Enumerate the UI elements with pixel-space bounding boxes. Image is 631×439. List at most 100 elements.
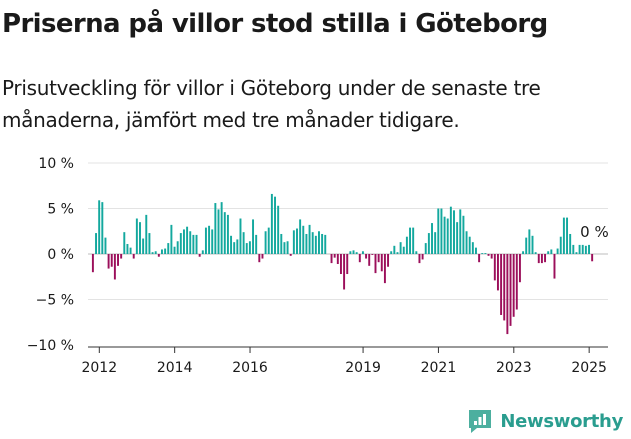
- bar: [170, 224, 173, 254]
- bar: [321, 233, 324, 254]
- bar: [164, 248, 167, 254]
- bar: [318, 231, 320, 254]
- bar: [358, 254, 361, 263]
- x-tick-label: 2025: [571, 360, 607, 376]
- bar: [308, 224, 311, 254]
- bar: [208, 225, 211, 254]
- bar: [252, 219, 255, 254]
- bar: [522, 251, 525, 254]
- bar: [277, 205, 280, 254]
- bar: [217, 209, 220, 254]
- bar: [380, 254, 383, 272]
- x-tick-label: 2016: [232, 360, 268, 376]
- bar: [368, 254, 371, 266]
- bar: [547, 251, 550, 254]
- bar: [173, 246, 176, 254]
- bar: [104, 237, 107, 254]
- bar: [157, 254, 160, 257]
- bar: [449, 206, 452, 254]
- bar: [182, 229, 185, 254]
- bar: [274, 196, 276, 254]
- bar: [509, 254, 512, 326]
- page-title: Priserna på villor stod stilla i Götebor…: [2, 9, 548, 39]
- bar: [305, 233, 308, 254]
- bar: [569, 233, 572, 254]
- bar: [503, 254, 506, 321]
- bar: [239, 218, 242, 254]
- bar: [490, 254, 493, 259]
- bar: [186, 226, 189, 254]
- bar: [500, 254, 503, 315]
- bar: [91, 254, 94, 273]
- bar: [418, 254, 421, 264]
- bar: [311, 232, 314, 254]
- bar: [540, 254, 543, 264]
- bar: [204, 227, 207, 254]
- bar: [151, 252, 154, 254]
- bar: [412, 227, 415, 254]
- bar: [223, 212, 226, 254]
- bar-series: [91, 193, 594, 335]
- bar: [390, 251, 393, 254]
- bar: [431, 223, 433, 254]
- bar: [550, 249, 553, 254]
- bar: [399, 242, 402, 254]
- bar: [377, 254, 380, 263]
- bar: [120, 254, 123, 259]
- y-tick-label: 5 %: [47, 202, 74, 218]
- bar: [409, 227, 412, 254]
- bar: [383, 254, 386, 284]
- bar: [387, 254, 390, 267]
- bar: [280, 233, 283, 254]
- bar: [581, 244, 584, 254]
- bar: [161, 249, 163, 254]
- bar: [537, 254, 540, 264]
- bar: [478, 254, 481, 263]
- bar: [139, 222, 141, 254]
- bar: [588, 244, 590, 254]
- bar: [484, 253, 487, 254]
- bar: [446, 218, 449, 254]
- bar: [110, 254, 113, 267]
- bar: [355, 252, 358, 254]
- bar: [189, 231, 192, 254]
- bar: [544, 254, 547, 263]
- bar: [283, 242, 286, 254]
- bar: [132, 254, 135, 259]
- bar: [506, 254, 509, 335]
- bar: [421, 254, 424, 260]
- bar: [427, 233, 430, 254]
- bar: [330, 254, 333, 264]
- bar: [453, 210, 455, 254]
- bar: [201, 250, 204, 254]
- bar: [117, 254, 119, 266]
- bar: [98, 200, 101, 254]
- bar: [167, 243, 170, 254]
- bar: [333, 254, 336, 258]
- bar: [405, 236, 408, 254]
- bar: [195, 234, 198, 254]
- bar: [142, 238, 145, 254]
- bar: [233, 242, 236, 254]
- bar: [562, 217, 565, 254]
- bar: [226, 214, 229, 254]
- bar: [459, 209, 462, 254]
- bar: [255, 234, 258, 254]
- bar: [220, 202, 223, 254]
- bar: [176, 241, 179, 254]
- bar: [584, 245, 587, 254]
- bar: [148, 233, 151, 254]
- bar: [107, 254, 110, 269]
- bar: [346, 254, 349, 275]
- bar: [179, 233, 182, 254]
- bar: [591, 254, 594, 262]
- bar: [531, 235, 534, 254]
- bar: [211, 229, 214, 254]
- x-tick-label: 2019: [345, 360, 381, 376]
- bar: [248, 241, 251, 254]
- bar: [343, 254, 346, 290]
- bar: [361, 251, 364, 254]
- bar: [468, 236, 471, 254]
- bar: [145, 214, 148, 254]
- bar: [261, 254, 264, 259]
